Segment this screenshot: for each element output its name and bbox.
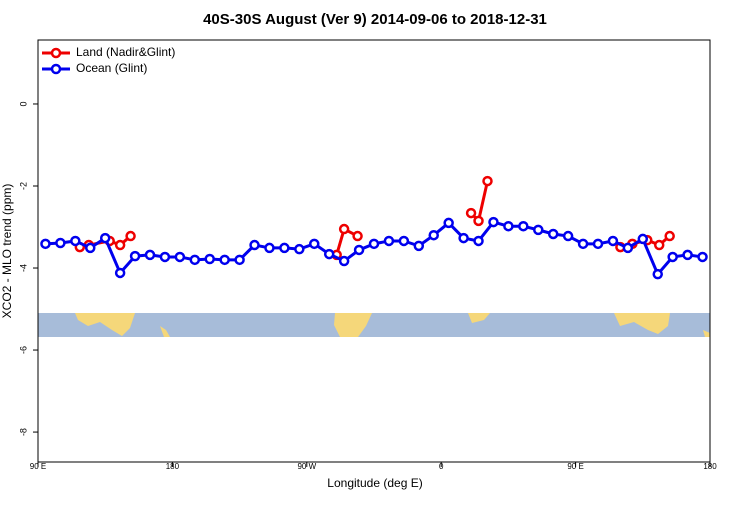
point bbox=[129, 250, 141, 262]
point bbox=[398, 235, 410, 247]
point bbox=[682, 249, 693, 261]
y-tick-label: -8 bbox=[18, 428, 28, 436]
legend-marker bbox=[50, 47, 62, 59]
point bbox=[99, 232, 111, 244]
point bbox=[114, 267, 126, 279]
x-tick-label: 90 E bbox=[30, 462, 46, 471]
point bbox=[234, 254, 245, 266]
point bbox=[443, 217, 454, 229]
point bbox=[249, 239, 260, 251]
x-tick-label: 180 bbox=[703, 462, 717, 471]
point bbox=[592, 238, 604, 250]
point bbox=[428, 229, 439, 241]
point bbox=[55, 237, 66, 249]
point bbox=[294, 243, 305, 255]
x-tick-label: 90 W bbox=[297, 462, 316, 471]
y-axis-label: XCO2 - MLO trend (ppm) bbox=[0, 184, 14, 319]
legend-label: Land (Nadir&Glint) bbox=[76, 45, 175, 59]
chart-title: 40S-30S August (Ver 9) 2014-09-06 to 201… bbox=[203, 11, 547, 28]
point bbox=[309, 238, 320, 250]
point bbox=[653, 239, 665, 251]
x-tick-label: 0 bbox=[439, 462, 444, 471]
y-tick-label: 0 bbox=[18, 101, 28, 106]
y-tick-label: -6 bbox=[18, 346, 28, 354]
legend-label: Ocean (Glint) bbox=[76, 61, 147, 75]
point bbox=[577, 238, 589, 250]
y-tick-label: -4 bbox=[18, 264, 28, 272]
point bbox=[338, 255, 350, 267]
point bbox=[482, 175, 493, 187]
point bbox=[85, 242, 96, 254]
point bbox=[353, 244, 365, 256]
point bbox=[607, 235, 619, 247]
plot-frame bbox=[37, 39, 711, 463]
point bbox=[622, 242, 634, 254]
point bbox=[114, 239, 126, 251]
point bbox=[264, 242, 275, 254]
point bbox=[664, 230, 675, 242]
point bbox=[458, 232, 469, 244]
point bbox=[383, 235, 395, 247]
point bbox=[518, 220, 529, 232]
point bbox=[144, 249, 156, 261]
point bbox=[473, 235, 484, 247]
point bbox=[503, 220, 514, 232]
point bbox=[338, 223, 350, 235]
point bbox=[697, 251, 708, 263]
legend-marker bbox=[50, 63, 62, 75]
x-axis-label: Longitude (deg E) bbox=[327, 476, 422, 490]
point bbox=[323, 248, 335, 260]
point bbox=[473, 215, 484, 227]
point bbox=[488, 216, 499, 228]
point bbox=[70, 235, 81, 247]
point bbox=[652, 268, 663, 280]
point bbox=[174, 251, 186, 263]
point bbox=[279, 242, 290, 254]
point bbox=[40, 238, 51, 250]
point bbox=[465, 207, 477, 219]
point bbox=[219, 254, 230, 266]
x-tick-label: 180 bbox=[166, 462, 180, 471]
point bbox=[547, 228, 559, 240]
x-tick-label: 90 E bbox=[567, 462, 583, 471]
point bbox=[413, 240, 425, 252]
point bbox=[368, 238, 380, 250]
point bbox=[533, 224, 544, 236]
y-tick-label: -2 bbox=[18, 182, 28, 190]
point bbox=[189, 254, 201, 266]
point bbox=[125, 230, 136, 242]
point bbox=[562, 230, 574, 242]
point bbox=[637, 233, 649, 245]
point bbox=[159, 251, 171, 263]
point bbox=[204, 253, 215, 265]
map-strip bbox=[38, 313, 710, 337]
point bbox=[352, 230, 363, 242]
point bbox=[667, 251, 678, 263]
